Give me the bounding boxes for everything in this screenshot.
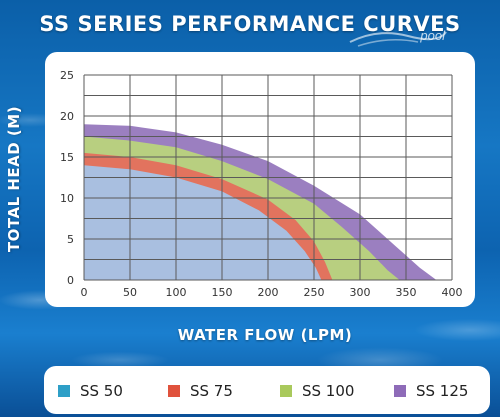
- y-axis-label: TOTAL HEAD (M): [5, 105, 23, 253]
- legend-item-ss125: SS 125: [394, 382, 468, 400]
- legend-item-ss75: SS 75: [168, 382, 233, 400]
- y-tick-label-5: 5: [67, 233, 74, 246]
- legend-swatch-ss125: [394, 385, 406, 397]
- legend-swatch-ss75: [168, 385, 180, 397]
- legend-item-ss50: SS 50: [58, 382, 123, 400]
- legend-label-ss50: SS 50: [80, 382, 123, 400]
- brand-logo-swoosh: [349, 31, 447, 47]
- x-tick-label-200: 200: [258, 286, 279, 299]
- x-tick-label-250: 250: [304, 286, 325, 299]
- legend-swatch-ss50: [58, 385, 70, 397]
- x-tick-label-50: 50: [123, 286, 137, 299]
- y-tick-label-0: 0: [67, 274, 74, 287]
- x-tick-label-350: 350: [396, 286, 417, 299]
- x-axis-label: WATER FLOW (LPM): [177, 326, 353, 344]
- y-tick-label-20: 20: [60, 110, 74, 123]
- legend-swatch-ss100: [280, 385, 292, 397]
- legend-item-ss100: SS 100: [280, 382, 354, 400]
- x-tick-label-150: 150: [212, 286, 233, 299]
- x-tick-label-100: 100: [166, 286, 187, 299]
- y-tick-label-15: 15: [60, 151, 74, 164]
- x-tick-label-0: 0: [81, 286, 88, 299]
- chart-title: SS SERIES PERFORMANCE CURVES: [39, 12, 461, 36]
- x-tick-label-400: 400: [442, 286, 463, 299]
- chart-legend: SS 50 SS 75 SS 100 SS 125: [44, 366, 490, 414]
- curve-area-ss50: [84, 165, 322, 280]
- y-tick-label-10: 10: [60, 192, 74, 205]
- y-tick-label-25: 25: [60, 69, 74, 82]
- legend-label-ss75: SS 75: [190, 382, 233, 400]
- legend-label-ss125: SS 125: [416, 382, 469, 400]
- x-tick-label-300: 300: [350, 286, 371, 299]
- legend-label-ss100: SS 100: [302, 382, 355, 400]
- brand-logo-text: pool: [420, 28, 445, 43]
